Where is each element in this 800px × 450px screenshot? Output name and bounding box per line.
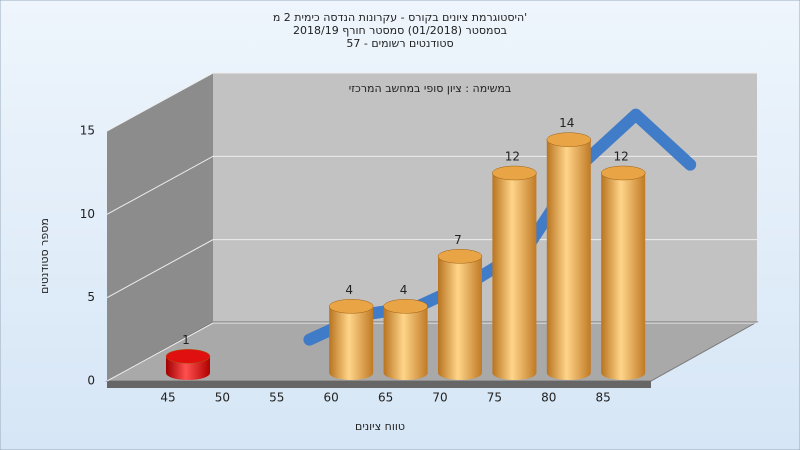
y-tick-label: 0 [87, 374, 95, 388]
bar [329, 306, 374, 381]
x-tick-label: 85 [596, 391, 611, 405]
bar [383, 306, 428, 381]
x-tick-label: 60 [324, 391, 339, 405]
bar-top [328, 299, 374, 314]
bar-top [437, 249, 483, 264]
x-tick-label: 80 [541, 391, 556, 405]
value-label: 4 [345, 283, 353, 297]
x-axis-label: טווח ציונים [355, 420, 405, 433]
x-tick-label: 75 [487, 391, 502, 405]
bar-top [165, 349, 211, 364]
title-line: סטודנטים רשומים - 57 [346, 37, 453, 50]
bar-top [492, 165, 537, 181]
grid-line [106, 72, 757, 132]
bar [546, 139, 591, 381]
floor-edge [107, 381, 651, 388]
value-label: 1 [182, 333, 190, 347]
value-label: 4 [400, 283, 408, 297]
x-tick-label: 55 [269, 391, 284, 405]
value-label: 12 [614, 150, 629, 164]
x-tick-label: 50 [215, 391, 230, 405]
bar [492, 173, 537, 380]
bar-top [546, 132, 592, 147]
y-tick-label: 5 [87, 290, 95, 304]
bar [438, 256, 482, 380]
x-tick-label: 45 [160, 391, 175, 405]
value-label: 7 [454, 233, 462, 247]
left-wall [107, 73, 213, 381]
y-tick-label: 15 [80, 124, 95, 138]
subtitle: במשימה : ציון סופי במחשב המרכזי [349, 82, 512, 95]
bar-top [600, 165, 646, 181]
value-label: 12 [505, 150, 520, 164]
back-wall [213, 73, 757, 322]
title-line: בסמסטר (01/2018) סמסטר חורף 2018/19 [293, 24, 507, 37]
bar-top [383, 299, 428, 314]
y-axis-label: מספר סטודנטים [38, 218, 51, 294]
title-line: היסטוגרמת ציונים בקורס - עקרונות הנדסה כ… [273, 11, 527, 24]
value-label: 14 [559, 116, 574, 130]
x-tick-label: 65 [378, 391, 393, 405]
x-tick-label: 70 [432, 391, 447, 405]
y-tick-label: 10 [80, 207, 95, 221]
bar [601, 173, 646, 381]
